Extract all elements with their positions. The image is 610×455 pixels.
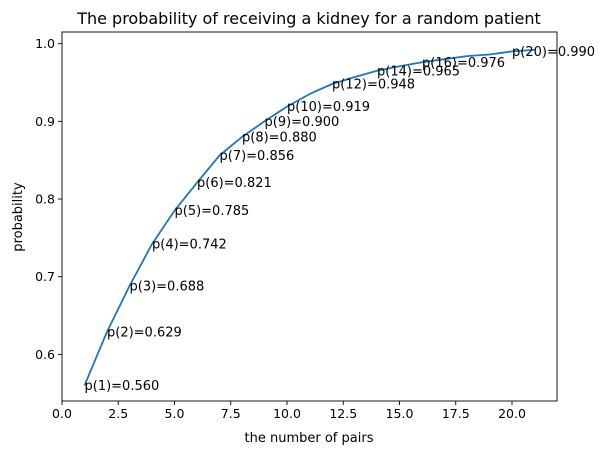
data-label: p(7)=0.856	[220, 149, 295, 164]
y-tick-label: 0.6	[35, 347, 55, 362]
x-axis-title: the number of pairs	[245, 431, 374, 446]
y-tick-label: 1.0	[35, 36, 55, 51]
data-label: p(4)=0.742	[152, 238, 227, 253]
data-label: p(5)=0.785	[175, 204, 250, 219]
x-tick-label: 20.0	[498, 406, 526, 421]
x-tick-label: 7.5	[221, 406, 241, 421]
data-label: p(12)=0.948	[332, 78, 415, 93]
data-label: p(14)=0.965	[377, 64, 460, 79]
x-tick-label: 12.5	[329, 406, 357, 421]
chart-title: The probability of receiving a kidney fo…	[76, 9, 541, 28]
y-tick-label: 0.7	[35, 269, 55, 284]
data-label: p(9)=0.900	[265, 115, 340, 130]
x-tick-label: 10.0	[273, 406, 301, 421]
plot-area: 0.0 2.5 5.0 7.5 10.0 12.5 15.0 17.5 20.0 0.6 0.7 0.…	[35, 31, 595, 421]
x-tick-label: 5.0	[165, 406, 185, 421]
probability-line	[83, 49, 535, 386]
data-label: p(10)=0.919	[287, 100, 370, 115]
data-label: p(3)=0.688	[130, 280, 205, 295]
data-label: p(20)=0.990	[512, 45, 595, 60]
plot-frame	[61, 31, 558, 402]
data-label: p(2)=0.629	[107, 325, 182, 340]
x-tick-label: 17.5	[442, 406, 470, 421]
data-label: p(1)=0.560	[85, 379, 160, 394]
x-tick-label: 0.0	[52, 406, 72, 421]
data-label: p(6)=0.821	[197, 176, 272, 191]
y-tick-label: 0.8	[35, 192, 55, 207]
y-axis-title: probability	[11, 182, 26, 252]
data-label: p(16)=0.976	[422, 56, 505, 71]
x-tick-label: 15.0	[386, 406, 414, 421]
data-label: p(8)=0.880	[242, 130, 317, 145]
y-tick-label: 0.9	[35, 114, 55, 129]
x-tick-label: 2.5	[108, 406, 128, 421]
